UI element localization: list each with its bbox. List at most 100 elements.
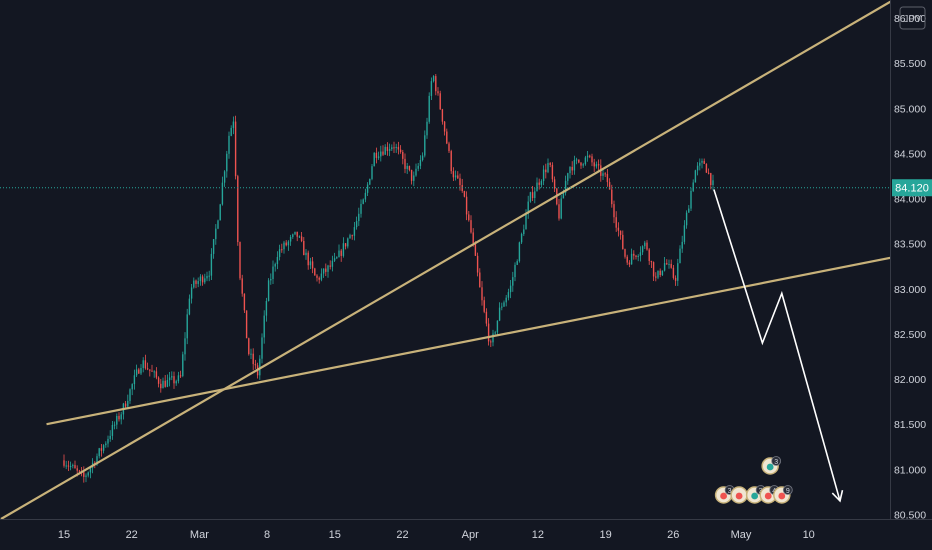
candle — [342, 237, 345, 258]
candle — [384, 144, 386, 155]
candle — [340, 248, 342, 262]
candle — [307, 250, 309, 270]
candle — [514, 262, 516, 282]
candle — [637, 254, 639, 262]
candle — [85, 473, 87, 483]
event-marker[interactable]: 3 — [761, 456, 782, 475]
currency-badge[interactable]: JPY — [899, 6, 926, 30]
event-marker-count: 9 — [786, 488, 790, 495]
candle — [518, 241, 521, 263]
candle — [369, 178, 371, 186]
currency-badge-frame — [899, 6, 926, 30]
candle — [410, 169, 413, 185]
time-tick-label: Apr — [462, 529, 479, 541]
candle — [397, 141, 400, 155]
candle — [151, 364, 153, 372]
candle — [399, 145, 402, 154]
candle — [149, 369, 151, 377]
candle — [228, 131, 230, 159]
candle — [465, 191, 468, 221]
candle — [483, 296, 485, 314]
candle — [487, 318, 490, 346]
candle — [142, 357, 144, 373]
price-axis[interactable]: 86.000 85.500 85.000 84.500 84.000 83.500 83.0… — [894, 13, 926, 521]
candle — [580, 162, 582, 169]
candle — [435, 73, 437, 96]
trendline-layer[interactable] — [0, 0, 894, 520]
candle — [657, 270, 659, 280]
candle — [391, 144, 393, 151]
event-marker-count: 3 — [728, 488, 732, 495]
candle — [373, 152, 375, 167]
last-price-value: 84.120 — [895, 183, 929, 195]
candle — [575, 157, 578, 165]
candle — [349, 233, 351, 239]
candle — [219, 203, 221, 221]
candle — [294, 231, 296, 236]
candle — [351, 234, 353, 240]
price-tick-label: 81.500 — [894, 419, 926, 431]
time-axis[interactable]: 15 22 Mar 8 15 22 Apr 12 19 26 May 10 — [58, 529, 815, 541]
candle — [417, 162, 419, 172]
candle — [316, 274, 318, 282]
candle — [287, 240, 290, 251]
candle — [432, 75, 435, 83]
upper-trendline[interactable] — [0, 0, 894, 520]
time-tick-label: Mar — [190, 529, 209, 541]
lower-trendline[interactable] — [46, 256, 894, 426]
currency-label: JPY — [903, 14, 922, 25]
candle — [135, 364, 138, 378]
candle — [569, 166, 571, 179]
candle — [457, 171, 459, 180]
candle — [331, 255, 334, 272]
candle — [628, 260, 631, 268]
candle — [190, 283, 193, 304]
candle — [237, 174, 239, 246]
candle — [498, 302, 501, 322]
candle — [437, 87, 439, 96]
candle — [223, 170, 226, 187]
candle — [355, 216, 358, 230]
candle — [677, 258, 679, 286]
time-tick-label: 15 — [58, 529, 70, 541]
candle — [303, 237, 305, 256]
candle — [663, 257, 666, 272]
last-price-badge: 84.120 — [892, 179, 932, 197]
candle — [338, 244, 340, 258]
event-marker[interactable]: 9 — [773, 485, 793, 504]
event-markers[interactable]: 33493 — [714, 456, 793, 504]
candle — [545, 163, 547, 179]
candle — [168, 372, 171, 387]
candle — [666, 259, 668, 265]
candle — [162, 377, 164, 389]
candle — [481, 281, 483, 306]
candle — [208, 270, 210, 282]
candle — [124, 400, 127, 408]
candle — [635, 254, 637, 260]
candle — [322, 268, 325, 278]
candle — [652, 261, 655, 282]
candle — [540, 179, 543, 188]
time-tick-label: 22 — [126, 529, 138, 541]
candle — [195, 279, 197, 289]
projection-path[interactable] — [713, 189, 841, 502]
projection-layer[interactable] — [713, 189, 844, 503]
candle — [261, 333, 263, 364]
event-marker[interactable] — [730, 486, 748, 504]
candle — [591, 153, 593, 167]
candle — [177, 371, 180, 384]
candle — [602, 169, 604, 181]
candle — [463, 190, 466, 198]
candle — [188, 294, 191, 316]
candle — [586, 150, 589, 162]
candle — [619, 230, 622, 240]
candle — [146, 362, 149, 371]
candle — [245, 310, 248, 339]
candle — [320, 268, 323, 282]
price-tick-label: 86.000 — [894, 13, 926, 25]
candle — [421, 152, 424, 162]
candle — [476, 252, 479, 277]
candle — [325, 263, 327, 277]
candle — [113, 421, 116, 430]
